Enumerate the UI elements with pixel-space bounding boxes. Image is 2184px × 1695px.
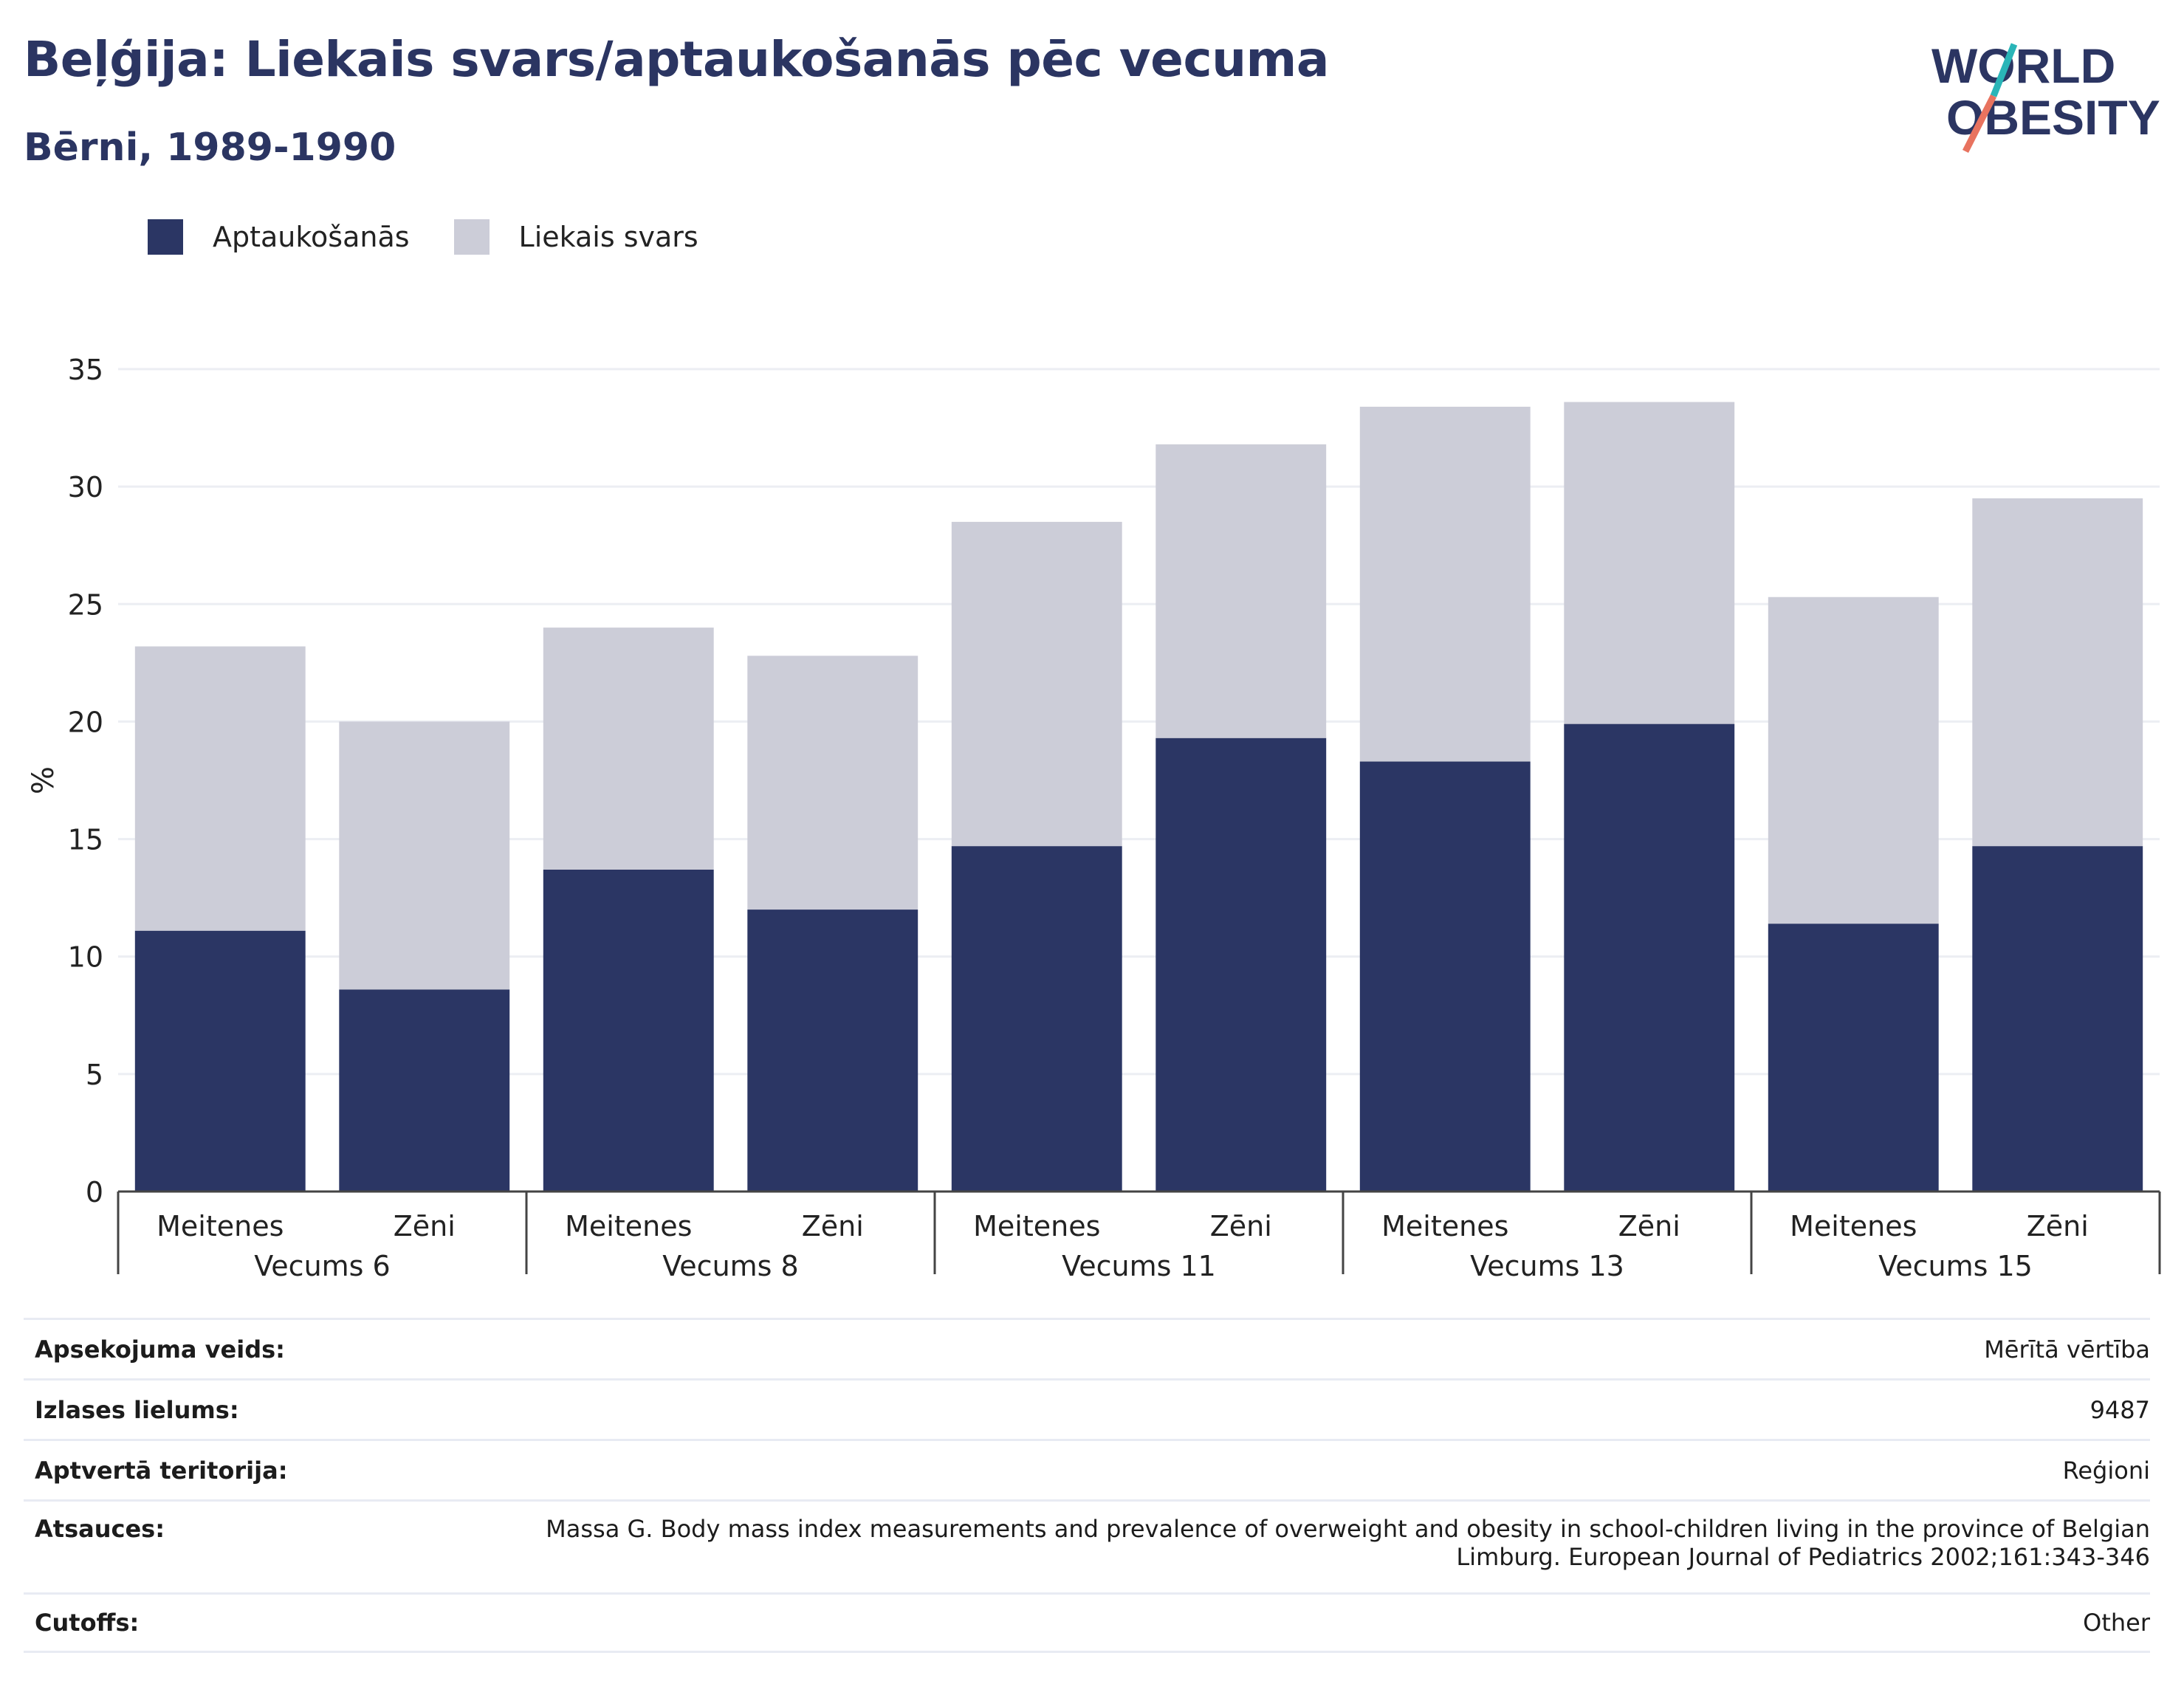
metadata-value: Other	[2083, 1609, 2150, 1637]
x-tick-label: Zēni	[394, 1210, 456, 1242]
y-tick-label: 25	[68, 588, 103, 621]
logo-slash-teal	[1990, 43, 2018, 97]
x-tick-label: Zēni	[802, 1210, 864, 1242]
metadata-value: Mērītā vērtība	[1984, 1335, 2150, 1364]
bar-obesity	[1155, 738, 1327, 1192]
metadata-value: 9487	[2089, 1395, 2150, 1424]
logo-slash-coral	[1962, 94, 1997, 154]
x-tick-label: Meitenes	[157, 1210, 284, 1242]
legend-item-obesity[interactable]: Aptaukošanās	[148, 219, 410, 255]
legend-swatch-overweight	[453, 219, 490, 255]
metadata-label: Aptvertā teritorija:	[35, 1456, 288, 1485]
y-tick-label: 15	[68, 824, 103, 856]
x-tick-label: Meitenes	[973, 1210, 1100, 1242]
bar-overweight	[1972, 498, 2143, 847]
x-tick-label: Zēni	[1618, 1210, 1680, 1242]
y-tick-label: 20	[68, 706, 103, 738]
bar-obesity	[1972, 846, 2143, 1192]
x-group-label: Vecums 11	[1062, 1250, 1216, 1282]
bar-overweight	[951, 521, 1122, 847]
bar-overweight	[1564, 402, 1735, 724]
metadata-label: Apsekojuma veids:	[35, 1335, 285, 1364]
stacked-bar-chart: 0 5 10 15 20 25 30 35% Meitenes Zēni Meitenes Zēni M…	[27, 354, 2161, 1282]
bar-obesity	[1359, 761, 1531, 1192]
metadata-row: Cutoffs: Other	[24, 1592, 2150, 1653]
y-tick-label: 35	[68, 354, 103, 386]
bar-overweight	[1359, 406, 1531, 762]
legend-label-overweight: Liekais svars	[518, 221, 698, 253]
x-tick-label: Zēni	[1210, 1210, 1272, 1242]
bar-obesity	[1564, 723, 1735, 1192]
bar-obesity	[747, 910, 918, 1192]
survey-metadata-table: Apsekojuma veids: Mērītā vērtība Izlases l…	[24, 1318, 2150, 1653]
legend-swatch-obesity	[148, 219, 183, 255]
x-group-label: Vecums 6	[254, 1250, 390, 1282]
x-group-label: Vecums 15	[1878, 1250, 2033, 1282]
y-tick-label: 5	[86, 1059, 103, 1091]
bar-overweight	[1155, 444, 1327, 738]
page-title: Beļģija: Liekais svars/aptaukošanās pēc …	[24, 31, 1329, 88]
world-obesity-logo: WORLD OBESITY	[1931, 38, 2160, 154]
bar-overweight	[339, 721, 510, 990]
metadata-label: Izlases lielums:	[35, 1395, 239, 1424]
bar-obesity	[339, 989, 510, 1192]
logo-text-obesity: OBESITY	[1946, 90, 2160, 145]
x-tick-label: Zēni	[2027, 1210, 2089, 1242]
chart-legend: Aptaukošanās Liekais svars	[148, 219, 743, 255]
y-tick-label: 30	[68, 471, 103, 503]
bar-obesity	[951, 846, 1122, 1192]
metadata-value: Massa G. Body mass index measurements an…	[546, 1515, 2150, 1571]
bar-overweight	[543, 628, 714, 870]
x-group-label: Vecums 8	[662, 1250, 798, 1282]
metadata-row: Apsekojuma veids: Mērītā vērtība	[24, 1318, 2150, 1378]
metadata-row: Aptvertā teritorija: Reģioni	[24, 1439, 2150, 1499]
page-subtitle: Bērni, 1989-1990	[24, 126, 396, 170]
metadata-label: Cutoffs:	[35, 1609, 140, 1637]
bar-obesity	[134, 930, 306, 1192]
x-tick-label: Meitenes	[1790, 1210, 1917, 1242]
bar-overweight	[134, 646, 306, 931]
x-group-label: Vecums 13	[1470, 1250, 1624, 1282]
legend-item-overweight[interactable]: Liekais svars	[453, 219, 698, 255]
legend-label-obesity: Aptaukošanās	[213, 221, 410, 253]
y-axis-label: %	[27, 766, 61, 794]
bar-obesity	[543, 869, 714, 1192]
metadata-row: Izlases lielums: 9487	[24, 1378, 2150, 1439]
metadata-value: Reģioni	[2062, 1456, 2150, 1485]
metadata-label: Atsauces:	[35, 1515, 165, 1543]
x-tick-label: Meitenes	[1381, 1210, 1508, 1242]
x-tick-label: Meitenes	[565, 1210, 692, 1242]
bar-obesity	[1768, 924, 1939, 1192]
bar-overweight	[747, 656, 918, 910]
logo-text-world: WORLD	[1931, 38, 2115, 93]
y-tick-label: 0	[86, 1176, 103, 1208]
y-tick-label: 10	[68, 941, 103, 974]
bar-overweight	[1768, 596, 1939, 924]
metadata-row: Atsauces: Massa G. Body mass index measur…	[24, 1499, 2150, 1592]
